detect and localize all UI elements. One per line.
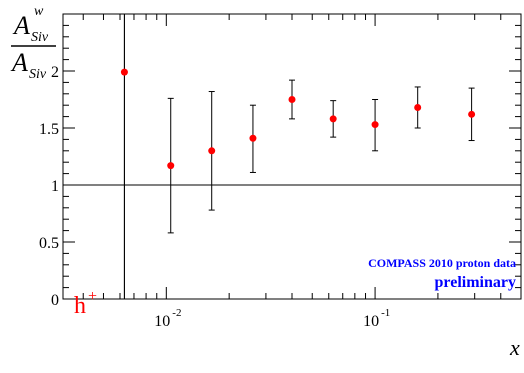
data-point <box>249 134 257 142</box>
ylabel-denominator-main: A <box>10 48 28 77</box>
dataset-label: COMPASS 2010 proton data <box>368 256 516 270</box>
data-point <box>167 162 175 170</box>
x-tick-label: 10 <box>363 313 379 330</box>
x-tick-label-exponent: -1 <box>381 307 390 319</box>
y-tick-label: 0 <box>51 292 59 309</box>
ylabel-numerator-main: A <box>12 11 30 40</box>
data-point <box>120 68 128 76</box>
y-tick-label: 1.5 <box>39 121 59 138</box>
y-tick-label: 2 <box>51 64 59 81</box>
y-tick-label: 0.5 <box>39 235 59 252</box>
x-tick-label: 10 <box>154 313 170 330</box>
ylabel-numerator-sup: w <box>34 4 44 19</box>
status-label: preliminary <box>435 274 516 291</box>
x-tick-label-exponent: -2 <box>172 307 181 319</box>
data-point <box>414 103 422 111</box>
data-point <box>208 147 216 155</box>
hadron-label-sup: + <box>88 288 97 305</box>
y-tick-label: 1 <box>51 178 59 195</box>
hadron-label-main: h <box>74 293 86 319</box>
data-point <box>288 96 296 103</box>
data-point <box>371 121 379 129</box>
x-axis-label: x <box>509 335 520 360</box>
ylabel-denominator-sub: Siv <box>29 67 47 82</box>
ylabel-numerator-sub: Siv <box>31 30 49 45</box>
data-layer <box>120 13 476 300</box>
data-point <box>468 110 476 118</box>
data-point <box>329 115 337 123</box>
y-axis-label: A w Siv A Siv <box>10 4 56 82</box>
hadron-label: h + <box>74 288 97 319</box>
